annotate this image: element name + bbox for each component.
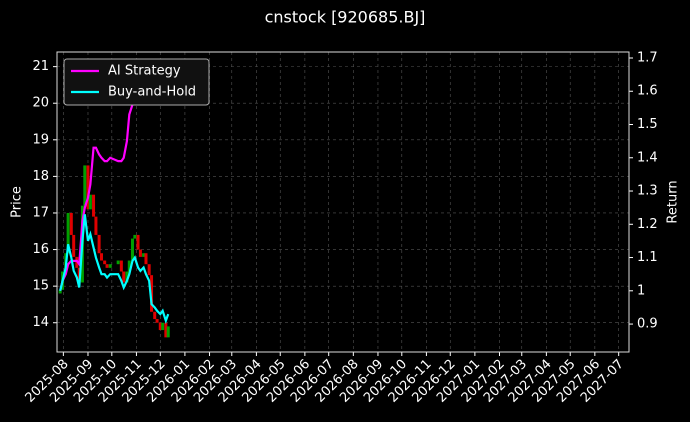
legend-label: AI Strategy: [108, 64, 181, 79]
y2-tick-label: 1.4: [637, 150, 658, 165]
y-tick-label: 21: [32, 59, 49, 74]
y2-tick-label: 1.3: [637, 184, 658, 199]
candle: [97, 234, 101, 254]
candle: [142, 253, 146, 257]
candle: [88, 194, 92, 210]
candle: [92, 194, 96, 217]
y2-tick-label: 1.7: [637, 50, 658, 65]
candle: [58, 289, 62, 294]
legend-box: [63, 58, 210, 106]
candle: [161, 322, 165, 331]
candle: [83, 165, 87, 206]
y-tick-label: 19: [32, 132, 49, 147]
line-series: [59, 214, 170, 325]
candle: [133, 234, 137, 239]
candle: [72, 234, 76, 257]
candle: [138, 249, 142, 257]
candle: [125, 271, 129, 283]
y-axis-label: Price: [10, 186, 25, 218]
y-tick-label: 18: [32, 169, 49, 184]
y-tick-label: 17: [32, 205, 49, 220]
candle: [94, 216, 98, 235]
y2-axis-label: Return: [666, 180, 681, 223]
y-tick-label: 14: [32, 315, 49, 330]
candle: [153, 311, 157, 320]
candle: [69, 212, 73, 235]
candle: [66, 212, 70, 254]
candle: [103, 260, 107, 265]
y-tick-label: 16: [32, 242, 49, 257]
candle: [164, 322, 168, 338]
candle: [155, 319, 159, 323]
candle: [99, 253, 103, 261]
candle: [108, 264, 112, 268]
candle: [144, 253, 148, 265]
candle: [147, 264, 151, 276]
candle: [119, 260, 123, 272]
y2-tick-label: 1.5: [637, 117, 658, 132]
y2-tick-label: 0.9: [637, 317, 658, 332]
plot-frame: [56, 51, 630, 353]
candle: [122, 271, 126, 283]
y2-tick-label: 1: [637, 283, 645, 298]
y2-tick-label: 1.6: [637, 84, 658, 99]
candle: [136, 234, 140, 250]
candle: [86, 165, 90, 210]
candle: [166, 326, 170, 338]
y-tick-label: 20: [32, 96, 49, 111]
legend-label: Buy-and-Hold: [108, 85, 196, 100]
candle: [158, 322, 162, 331]
chart-title: cnstock [920685.BJ]: [265, 8, 426, 27]
y-tick-label: 15: [32, 279, 49, 294]
candle: [116, 260, 120, 265]
candle: [127, 260, 131, 272]
y2-tick-label: 1.1: [637, 250, 658, 265]
candle: [105, 264, 109, 268]
y2-tick-label: 1.2: [637, 217, 658, 232]
candle: [130, 238, 134, 261]
